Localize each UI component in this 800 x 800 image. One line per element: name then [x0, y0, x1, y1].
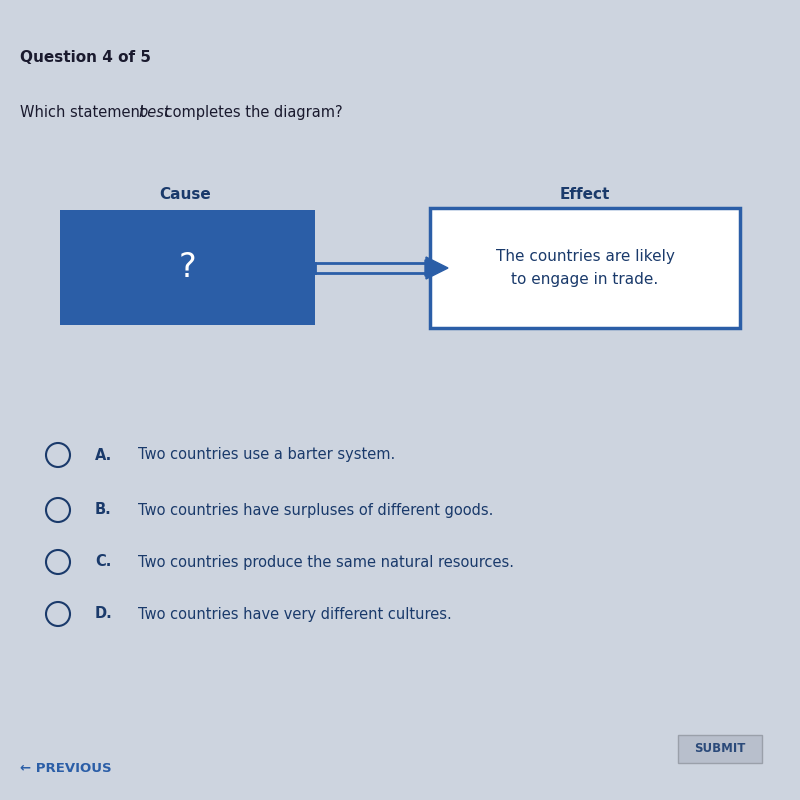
Text: ← PREVIOUS: ← PREVIOUS — [20, 762, 112, 774]
Text: D.: D. — [95, 606, 113, 622]
Text: A.: A. — [95, 447, 112, 462]
Text: best: best — [138, 105, 170, 120]
FancyArrow shape — [425, 257, 448, 279]
Text: SUBMIT: SUBMIT — [694, 742, 746, 755]
Text: C.: C. — [95, 554, 111, 570]
Text: completes the diagram?: completes the diagram? — [160, 105, 342, 120]
Text: Two countries use a barter system.: Two countries use a barter system. — [138, 447, 395, 462]
Text: Question 4 of 5: Question 4 of 5 — [20, 50, 151, 65]
Text: The countries are likely
to engage in trade.: The countries are likely to engage in tr… — [495, 250, 674, 286]
Text: Two countries have surpluses of different goods.: Two countries have surpluses of differen… — [138, 502, 494, 518]
FancyBboxPatch shape — [60, 210, 315, 325]
FancyBboxPatch shape — [678, 735, 762, 763]
Text: Two countries have very different cultures.: Two countries have very different cultur… — [138, 606, 452, 622]
Text: Which statement: Which statement — [20, 105, 150, 120]
Text: Effect: Effect — [560, 187, 610, 202]
Text: B.: B. — [95, 502, 112, 518]
Text: ?: ? — [178, 251, 196, 284]
Text: Cause: Cause — [159, 187, 211, 202]
Text: Two countries produce the same natural resources.: Two countries produce the same natural r… — [138, 554, 514, 570]
FancyBboxPatch shape — [430, 208, 740, 328]
